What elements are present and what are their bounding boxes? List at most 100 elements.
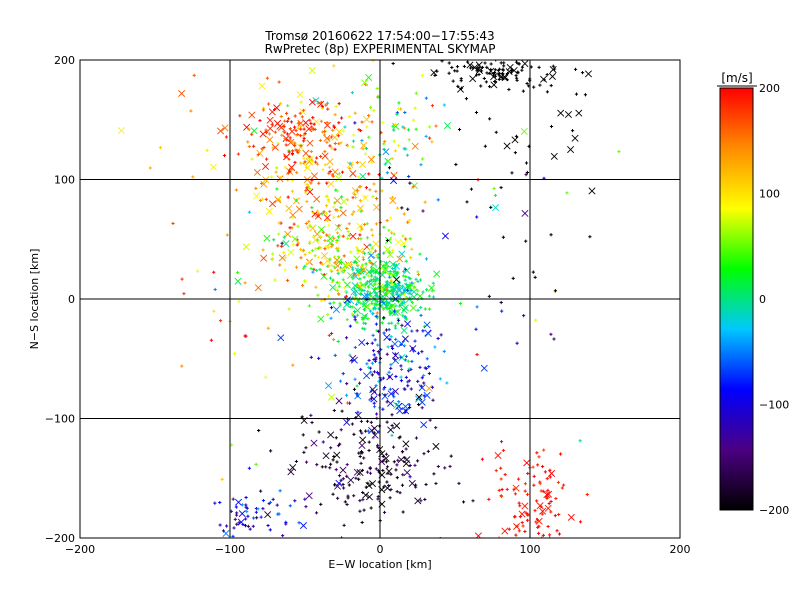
data-point	[335, 174, 343, 183]
data-point	[368, 471, 373, 475]
data-point	[392, 139, 396, 143]
data-point	[306, 139, 314, 147]
data-point	[374, 322, 379, 326]
data-point	[351, 145, 355, 149]
data-point	[328, 466, 332, 470]
data-point	[395, 402, 403, 410]
data-point	[394, 308, 402, 316]
data-point	[349, 232, 357, 240]
data-point	[390, 413, 394, 417]
data-point	[527, 55, 530, 58]
data-point	[545, 477, 549, 481]
data-point	[406, 128, 411, 132]
data-point	[396, 407, 404, 415]
data-point	[356, 394, 360, 398]
data-point	[332, 338, 336, 342]
data-point	[391, 124, 395, 128]
data-point	[329, 269, 333, 273]
data-point	[407, 367, 411, 371]
data-point	[359, 128, 363, 133]
data-point	[261, 108, 265, 112]
data-point	[253, 168, 261, 176]
data-point	[330, 146, 334, 150]
data-point	[295, 148, 299, 152]
data-point	[512, 542, 515, 545]
data-point	[396, 321, 400, 325]
data-point	[391, 195, 395, 199]
data-point	[434, 426, 438, 430]
data-point	[389, 260, 397, 268]
data-point	[374, 222, 379, 226]
data-point	[406, 207, 410, 211]
data-point	[404, 282, 408, 286]
data-point	[407, 379, 411, 383]
data-point	[310, 439, 318, 447]
data-point	[543, 470, 547, 474]
data-point	[482, 76, 486, 81]
data-point	[388, 312, 393, 316]
data-point	[302, 139, 306, 143]
data-point	[343, 285, 347, 290]
data-point	[325, 101, 330, 105]
data-point	[501, 235, 505, 239]
data-point	[317, 255, 321, 259]
data-point	[396, 255, 404, 263]
data-point	[535, 451, 539, 455]
data-point	[284, 111, 289, 115]
data-point	[557, 109, 565, 117]
data-point	[404, 274, 408, 279]
data-point	[390, 433, 394, 437]
data-point	[327, 223, 331, 227]
data-point	[310, 205, 314, 210]
grid-lines	[80, 60, 680, 538]
data-point	[532, 474, 536, 478]
data-point	[372, 240, 380, 248]
data-point	[517, 62, 521, 66]
data-point	[451, 79, 455, 83]
data-point	[319, 502, 323, 506]
data-point	[158, 146, 163, 150]
data-point	[413, 463, 417, 467]
data-point	[394, 468, 398, 472]
data-point	[360, 263, 365, 267]
data-point	[326, 239, 334, 247]
data-point	[333, 147, 337, 151]
data-point	[390, 423, 394, 428]
data-point	[370, 120, 374, 124]
data-point	[507, 87, 511, 92]
data-point	[424, 96, 428, 100]
data-point	[617, 150, 621, 154]
data-point	[329, 331, 334, 336]
data-point	[332, 408, 336, 413]
data-point	[483, 61, 487, 65]
data-point	[418, 384, 426, 392]
data-point	[523, 482, 527, 486]
data-point	[365, 268, 373, 276]
data-point	[365, 419, 370, 423]
data-point	[418, 365, 422, 369]
data-point	[304, 262, 309, 266]
data-point	[520, 521, 524, 525]
data-point	[298, 111, 302, 115]
data-point	[398, 435, 402, 439]
data-point	[372, 401, 376, 405]
data-point	[408, 281, 416, 289]
data-point	[310, 178, 314, 182]
data-point	[367, 448, 371, 453]
data-point	[348, 161, 352, 165]
data-point	[362, 288, 366, 293]
data-point	[309, 121, 313, 125]
data-point	[476, 67, 480, 71]
data-point	[322, 133, 327, 137]
data-point	[483, 144, 487, 148]
data-point	[325, 140, 329, 144]
data-point	[389, 363, 393, 367]
data-point	[235, 511, 239, 515]
data-point	[424, 134, 428, 138]
data-point	[277, 334, 285, 342]
data-point	[296, 151, 300, 155]
data-point	[373, 275, 377, 279]
data-point	[466, 60, 470, 64]
data-point	[376, 271, 381, 275]
data-point	[304, 279, 308, 283]
